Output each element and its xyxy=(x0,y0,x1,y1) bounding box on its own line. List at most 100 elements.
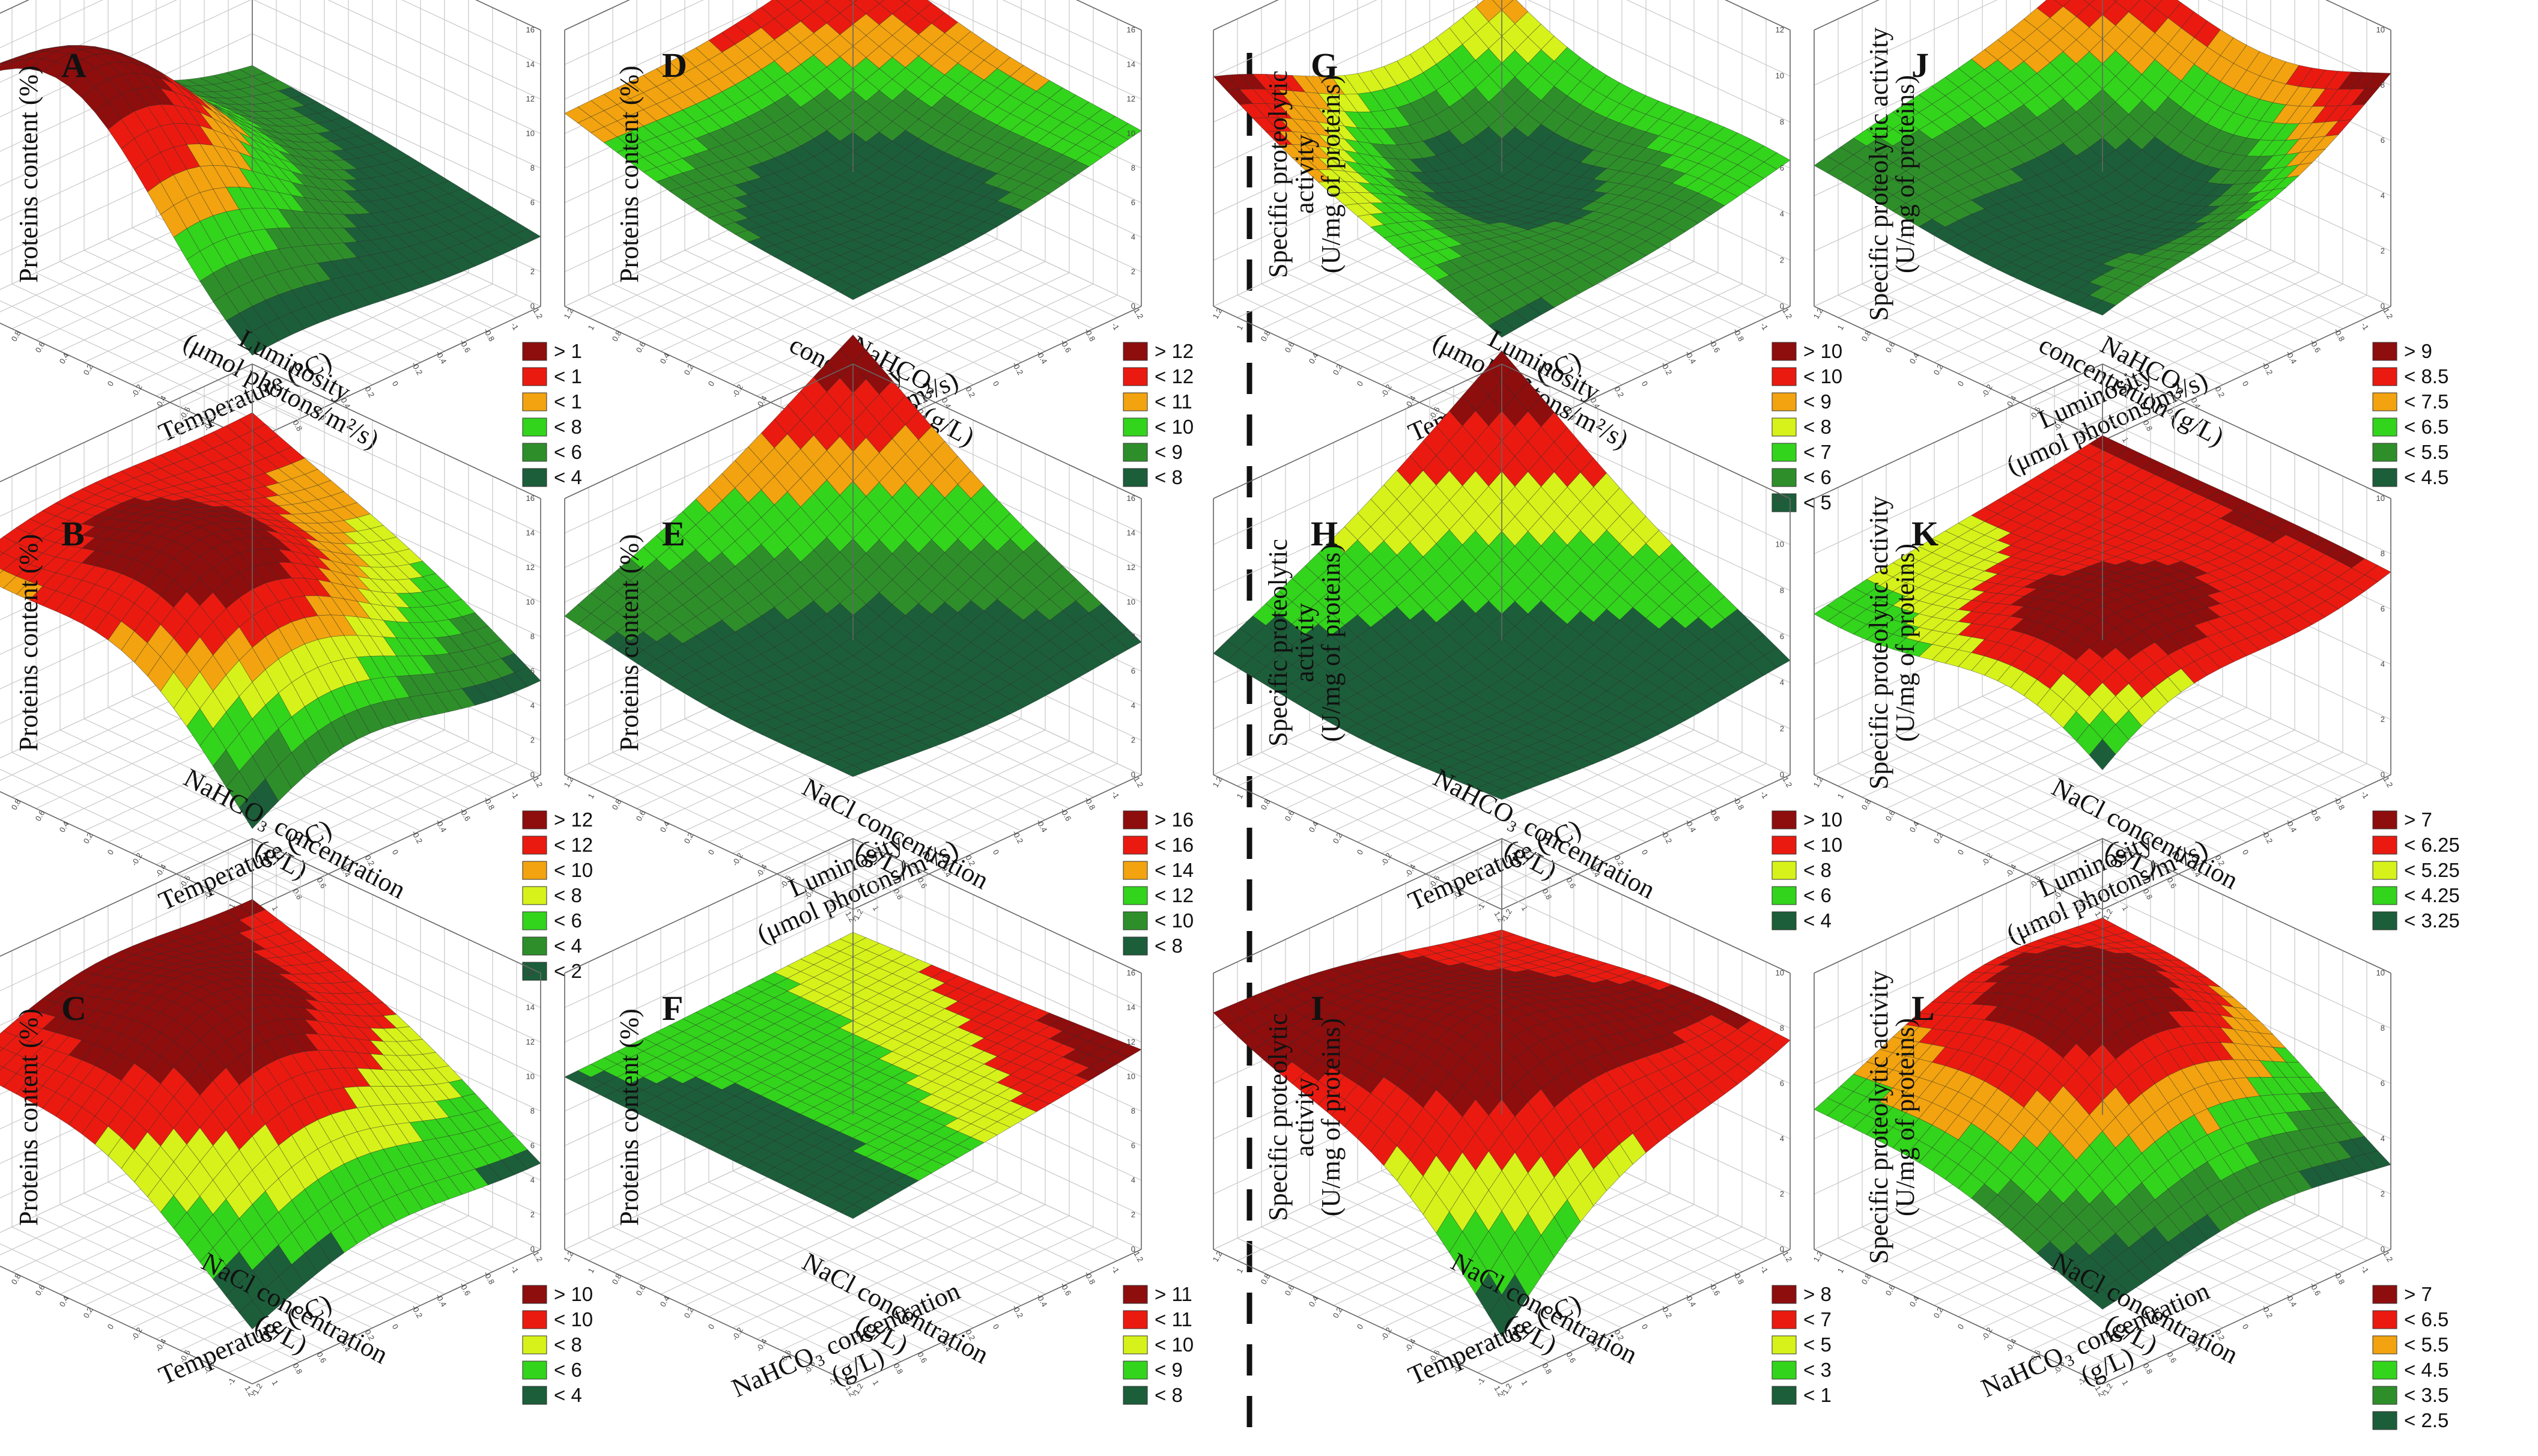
y-tick-C-3: 6 xyxy=(530,1141,535,1150)
y-tick-B-7: 14 xyxy=(526,529,535,538)
y-axis-label-I: Specific proteolyticactivity(U/mg of pro… xyxy=(1263,1013,1346,1221)
legend-swatch-B-5 xyxy=(522,936,547,956)
y-tick-B-6: 12 xyxy=(526,563,535,572)
y-tick-B-1: 2 xyxy=(530,736,535,745)
z-tick-B-4: -0.4 xyxy=(434,817,448,834)
legend-swatch-K-3 xyxy=(2372,886,2397,905)
legend-swatch-L-1 xyxy=(2372,1310,2397,1329)
legend-swatch-H-4 xyxy=(1771,911,1797,930)
legend-label-F-2: < 10 xyxy=(1155,1333,1194,1356)
z-tick-B-6: 0 xyxy=(390,848,401,857)
legend-swatch-A-2 xyxy=(522,392,547,411)
y-tick-F-2: 4 xyxy=(1131,1175,1135,1185)
x-tick-J-8: 0.4 xyxy=(1908,351,1921,365)
x-tick-I-9: 0.6 xyxy=(1283,1283,1296,1297)
z-tick-L-5: -0.2 xyxy=(2260,1303,2274,1320)
z-tick-F-11: 1 xyxy=(871,1379,881,1387)
z-tick-I-2: -0.8 xyxy=(1731,1270,1746,1286)
legend-swatch-H-0 xyxy=(1771,810,1797,830)
legend-K: > 7 < 6.25 < 5.25 < 4.25 < 3.25 xyxy=(2372,808,2460,932)
legend-label-F-1: < 11 xyxy=(1155,1308,1192,1330)
y-tick-B-0: 0 xyxy=(530,770,535,779)
legend-label-K-4: < 3.25 xyxy=(2404,909,2460,932)
x-tick-H-11: 1 xyxy=(1235,792,1245,800)
y-tick-D-3: 6 xyxy=(1131,198,1135,207)
y-tick-H-6: 12 xyxy=(1776,494,1784,503)
y-tick-H-1: 2 xyxy=(1780,724,1784,733)
z-tick-K-11: 1 xyxy=(2121,904,2131,912)
legend-swatch-E-2 xyxy=(1123,861,1148,880)
x-tick-D-6: 0 xyxy=(706,380,717,388)
panel-label-L: L xyxy=(1911,989,1935,1028)
z-tick-E-2: -0.8 xyxy=(1082,795,1097,811)
z-tick-A-1: -1 xyxy=(509,321,521,332)
legend-label-F-0: > 11 xyxy=(1155,1283,1192,1305)
z-tick-J-7: 0.2 xyxy=(2213,385,2226,399)
legend-A: > 1 < 1 < 1 < 8 < 6 < 4 xyxy=(522,340,582,488)
chart-panel-F: 0246810121416-1.2-1-0.8-0.6-0.4-0.200.20… xyxy=(562,838,1194,1406)
x-tick-J-11: 1 xyxy=(1836,323,1846,332)
y-tick-F-0: 0 xyxy=(1131,1245,1135,1254)
x-tick-H-4: -0.4 xyxy=(1403,863,1418,879)
x-tick-F-4: -0.4 xyxy=(754,1337,769,1353)
legend-swatch-C-0 xyxy=(522,1285,547,1304)
surface-B xyxy=(0,412,541,830)
panel-label-E: E xyxy=(662,514,685,553)
x-tick-D-5: -0.2 xyxy=(730,383,745,399)
x-tick-K-4: -0.4 xyxy=(2004,863,2018,879)
legend-D: > 12 < 12 < 11 < 10 < 9 < 8 xyxy=(1123,340,1194,488)
surface-H xyxy=(1213,350,1791,800)
z-tick-A-10: 0.8 xyxy=(291,419,304,432)
legend-swatch-K-0 xyxy=(2372,810,2397,830)
x-tick-A-6: 0 xyxy=(106,380,116,388)
legend-E: > 16 < 16 < 14 < 12 < 10 < 8 xyxy=(1123,808,1194,957)
y-tick-I-5: 10 xyxy=(1776,968,1784,977)
legend-label-E-1: < 16 xyxy=(1155,834,1194,856)
legend-B: > 12 < 12 < 10 < 8 < 6 < 4 < 2 xyxy=(522,808,593,982)
z-tick-I-4: -0.4 xyxy=(1683,1292,1698,1308)
y-tick-E-3: 6 xyxy=(1131,667,1135,676)
y-tick-J-5: 10 xyxy=(2376,25,2385,34)
x-tick-G-9: 0.6 xyxy=(1283,340,1296,354)
z-tick-I-3: -0.6 xyxy=(1707,1281,1722,1297)
z-tick-F-5: -0.2 xyxy=(1010,1303,1025,1320)
legend-label-D-1: < 12 xyxy=(1155,365,1194,387)
legend-swatch-E-1 xyxy=(1123,836,1148,855)
legend-swatch-G-3 xyxy=(1771,417,1797,437)
legend-swatch-D-2 xyxy=(1123,392,1148,411)
chart-panel-H: 024681012-1.2-1-0.8-0.6-0.4-0.200.20.40.… xyxy=(1211,350,1842,932)
y-axis-label-J: Specific proteolytic activity(U/mg of pr… xyxy=(1864,28,1920,321)
x-tick-B-9: 0.6 xyxy=(34,808,47,822)
x-tick-I-7: 0.2 xyxy=(1331,1306,1344,1320)
y-tick-D-5: 10 xyxy=(1127,129,1135,138)
y-axis-label-K: Specific proteolytic activity(U/mg of pr… xyxy=(1864,496,1920,790)
y-tick-K-4: 8 xyxy=(2381,549,2385,558)
z-tick-G-2: -0.8 xyxy=(1731,327,1746,343)
z-tick-J-3: -0.6 xyxy=(2308,338,2322,354)
y-tick-C-0: 0 xyxy=(530,1245,535,1254)
legend-label-J-5: < 4.5 xyxy=(2404,466,2448,488)
y-tick-E-6: 12 xyxy=(1127,563,1135,572)
z-tick-C-3: -0.6 xyxy=(458,1281,472,1297)
y-tick-B-8: 16 xyxy=(526,494,535,503)
z-tick-I-10: 0.8 xyxy=(1540,1362,1553,1376)
legend-label-H-1: < 10 xyxy=(1803,834,1842,856)
z-tick-K-2: -0.8 xyxy=(2332,795,2346,811)
x-tick-C-8: 0.4 xyxy=(58,1294,71,1308)
z-tick-E-4: -0.4 xyxy=(1034,817,1049,834)
z-tick-G-1: -1 xyxy=(1759,321,1770,332)
chart-panel-C: 0246810121416-1.2-1-0.8-0.6-0.4-0.200.20… xyxy=(0,838,593,1406)
legend-swatch-G-5 xyxy=(1771,468,1797,487)
z-tick-C-6: 0 xyxy=(390,1323,401,1331)
legend-label-I-0: > 8 xyxy=(1803,1283,1832,1305)
y-tick-B-3: 6 xyxy=(530,667,535,676)
y-tick-E-8: 16 xyxy=(1127,494,1135,503)
x-tick-G-12: 1.2 xyxy=(1211,306,1224,320)
legend-swatch-A-0 xyxy=(522,342,547,361)
x-tick-I-1: -1 xyxy=(1475,1376,1487,1387)
legend-swatch-G-0 xyxy=(1771,342,1797,361)
legend-label-A-2: < 1 xyxy=(554,390,582,413)
x-tick-B-5: -0.2 xyxy=(130,851,144,867)
y-tick-B-5: 10 xyxy=(526,598,535,607)
y-tick-F-7: 14 xyxy=(1127,1003,1135,1012)
